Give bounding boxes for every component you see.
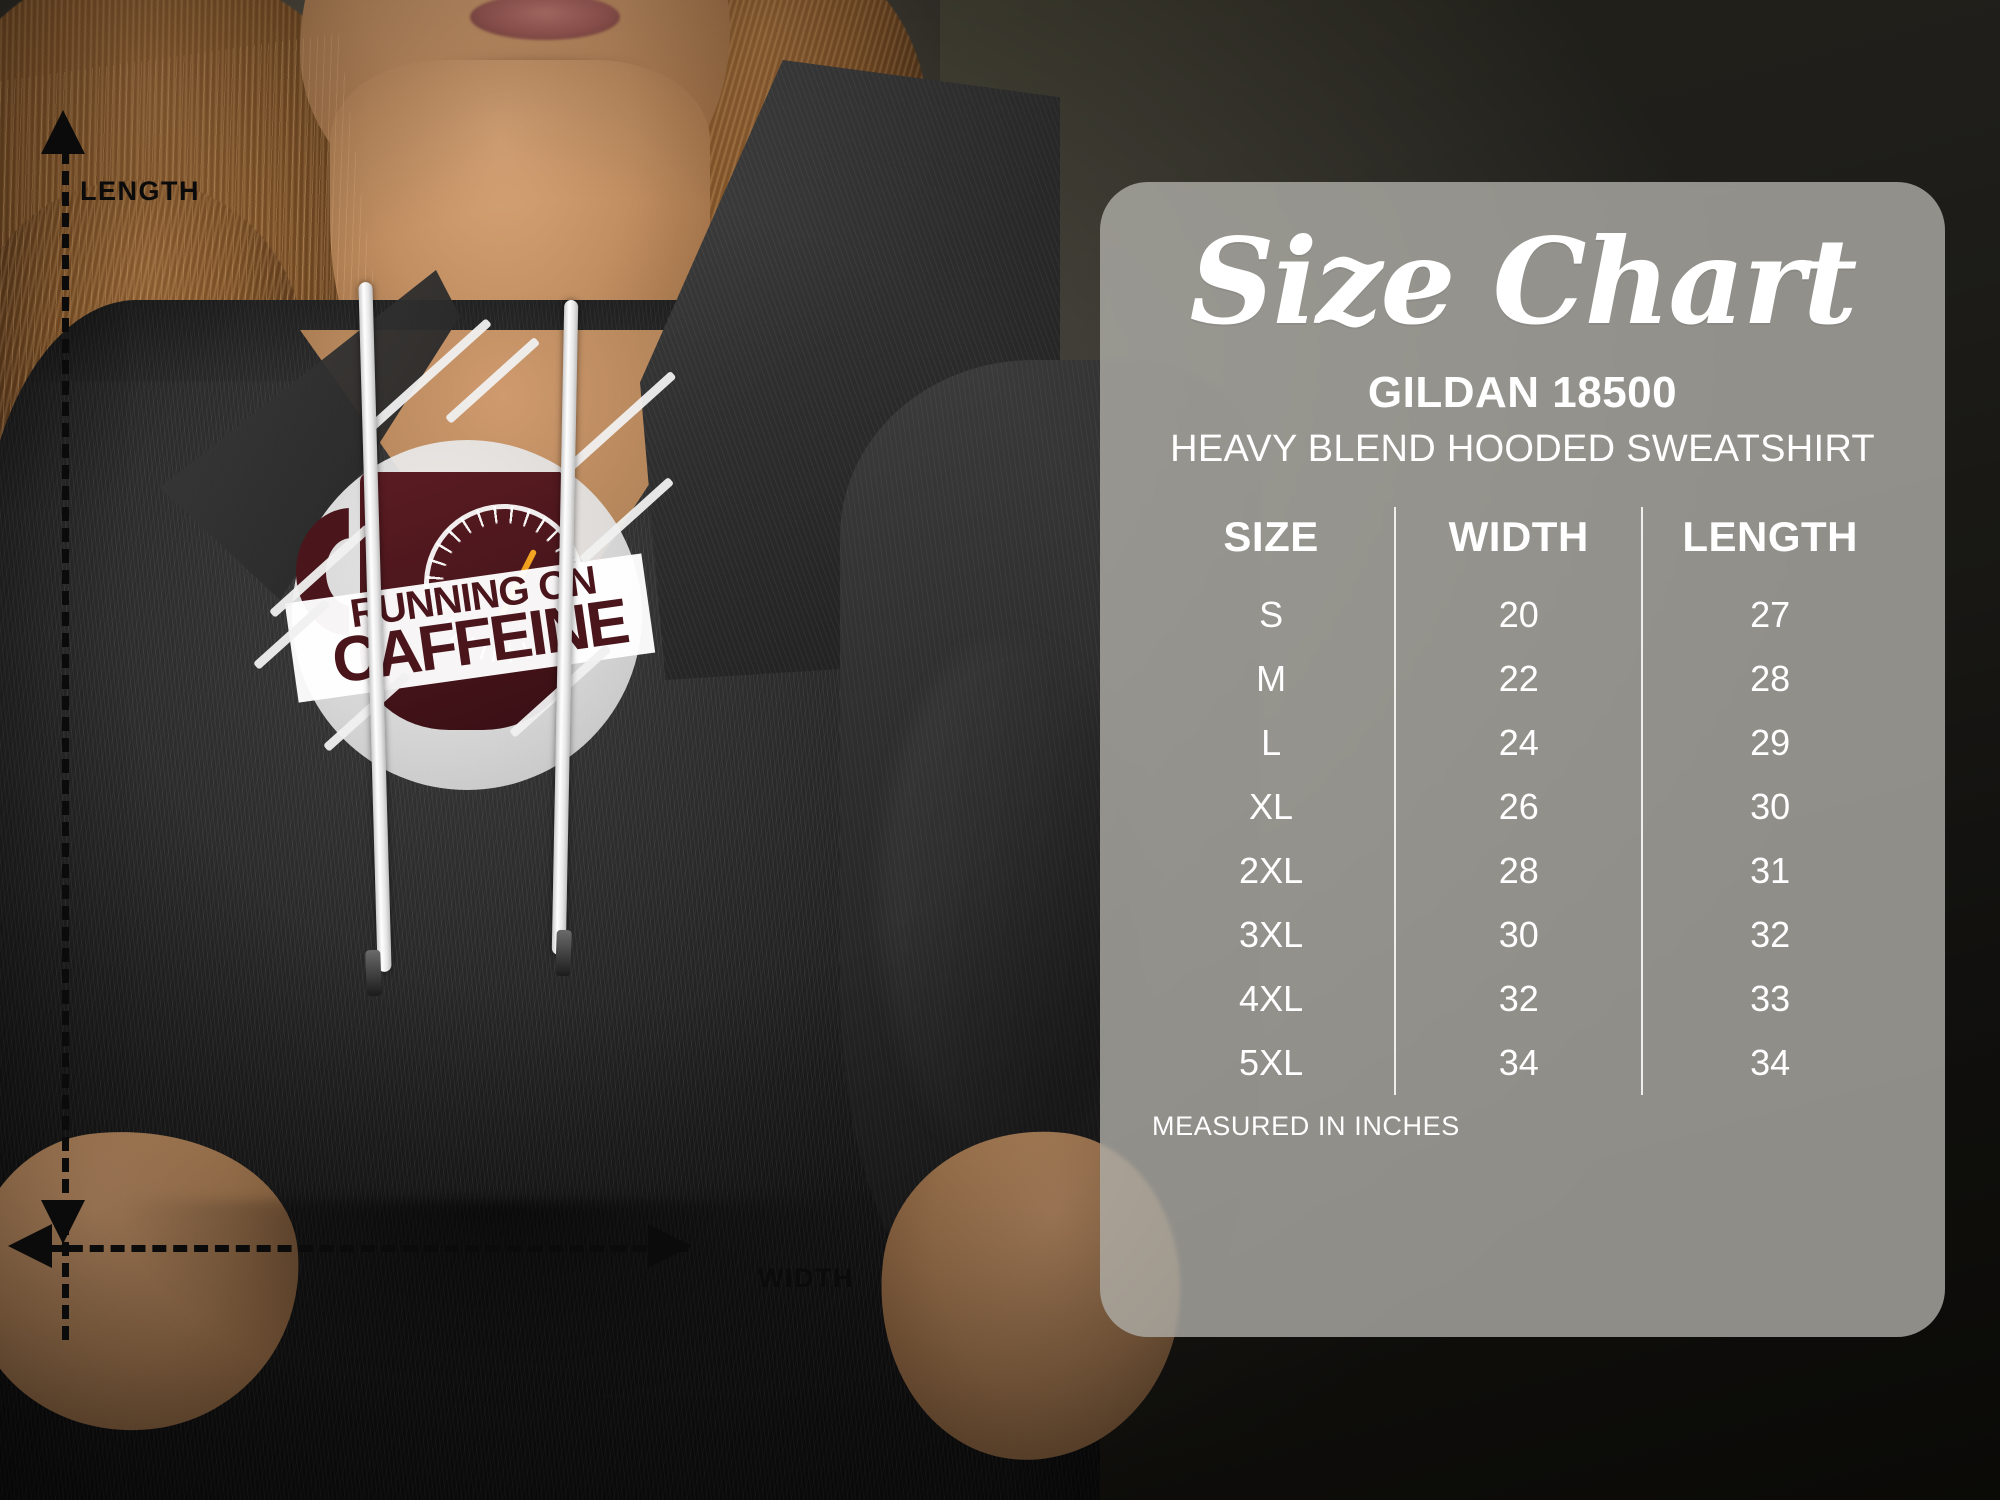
width-annotation-label: WIDTH bbox=[758, 1263, 854, 1293]
cell-length: 29 bbox=[1641, 711, 1897, 776]
cell-length: 33 bbox=[1641, 967, 1897, 1032]
column-header-size: SIZE bbox=[1223, 513, 1319, 561]
length-guide-line bbox=[62, 150, 69, 1340]
size-table: SIZE WIDTH LENGTH S 20 27 M 22 28 bbox=[1148, 507, 1897, 1096]
column-header-length: LENGTH bbox=[1641, 507, 1897, 584]
cell-width: 24 bbox=[1394, 711, 1643, 776]
table-row: XL 26 30 bbox=[1148, 775, 1897, 840]
table-row: 4XL 32 33 bbox=[1148, 967, 1897, 1032]
column-header-width: WIDTH bbox=[1394, 507, 1643, 584]
cell-width: 22 bbox=[1394, 647, 1643, 712]
cell-length: 32 bbox=[1641, 903, 1897, 968]
table-row: L 24 29 bbox=[1148, 711, 1897, 776]
cell-size: XL bbox=[1249, 786, 1294, 828]
cell-width: 26 bbox=[1394, 775, 1643, 840]
table-row: S 20 27 bbox=[1148, 583, 1897, 648]
cell-width: 30 bbox=[1394, 903, 1643, 968]
arrow-right-icon bbox=[648, 1224, 692, 1268]
cell-size: S bbox=[1259, 594, 1284, 636]
cell-size: 2XL bbox=[1239, 850, 1304, 892]
units-footnote: MEASURED IN INCHES bbox=[1152, 1111, 1460, 1142]
cell-width: 34 bbox=[1394, 1031, 1643, 1096]
brand-label: GILDAN 18500 bbox=[1367, 368, 1678, 418]
cell-size: 5XL bbox=[1239, 1042, 1304, 1084]
width-guide-line bbox=[48, 1245, 688, 1252]
panel-title: Size Chart bbox=[1189, 212, 1857, 351]
cell-width: 28 bbox=[1394, 839, 1643, 904]
cell-length: 30 bbox=[1641, 775, 1897, 840]
arrow-left-icon bbox=[8, 1224, 52, 1268]
cell-size: 3XL bbox=[1239, 914, 1304, 956]
cell-length: 28 bbox=[1641, 647, 1897, 712]
arrow-up-icon bbox=[41, 110, 85, 154]
cell-size: L bbox=[1261, 722, 1282, 764]
cell-length: 27 bbox=[1641, 583, 1897, 648]
product-label: HEAVY BLEND HOODED SWEATSHIRT bbox=[1170, 428, 1875, 471]
table-row: M 22 28 bbox=[1148, 647, 1897, 712]
table-header-row: SIZE WIDTH LENGTH bbox=[1148, 507, 1897, 584]
cell-width: 20 bbox=[1394, 583, 1643, 648]
table-row: 2XL 28 31 bbox=[1148, 839, 1897, 904]
cell-size: M bbox=[1256, 658, 1287, 700]
cell-length: 31 bbox=[1641, 839, 1897, 904]
cell-length: 34 bbox=[1641, 1031, 1897, 1096]
table-row: 3XL 30 32 bbox=[1148, 903, 1897, 968]
cell-width: 32 bbox=[1394, 967, 1643, 1032]
length-annotation-label: LENGTH bbox=[80, 176, 200, 206]
cell-size: 4XL bbox=[1239, 978, 1304, 1020]
size-chart-panel: Size Chart GILDAN 18500 HEAVY BLEND HOOD… bbox=[1100, 182, 1945, 1337]
table-row: 5XL 34 34 bbox=[1148, 1031, 1897, 1096]
